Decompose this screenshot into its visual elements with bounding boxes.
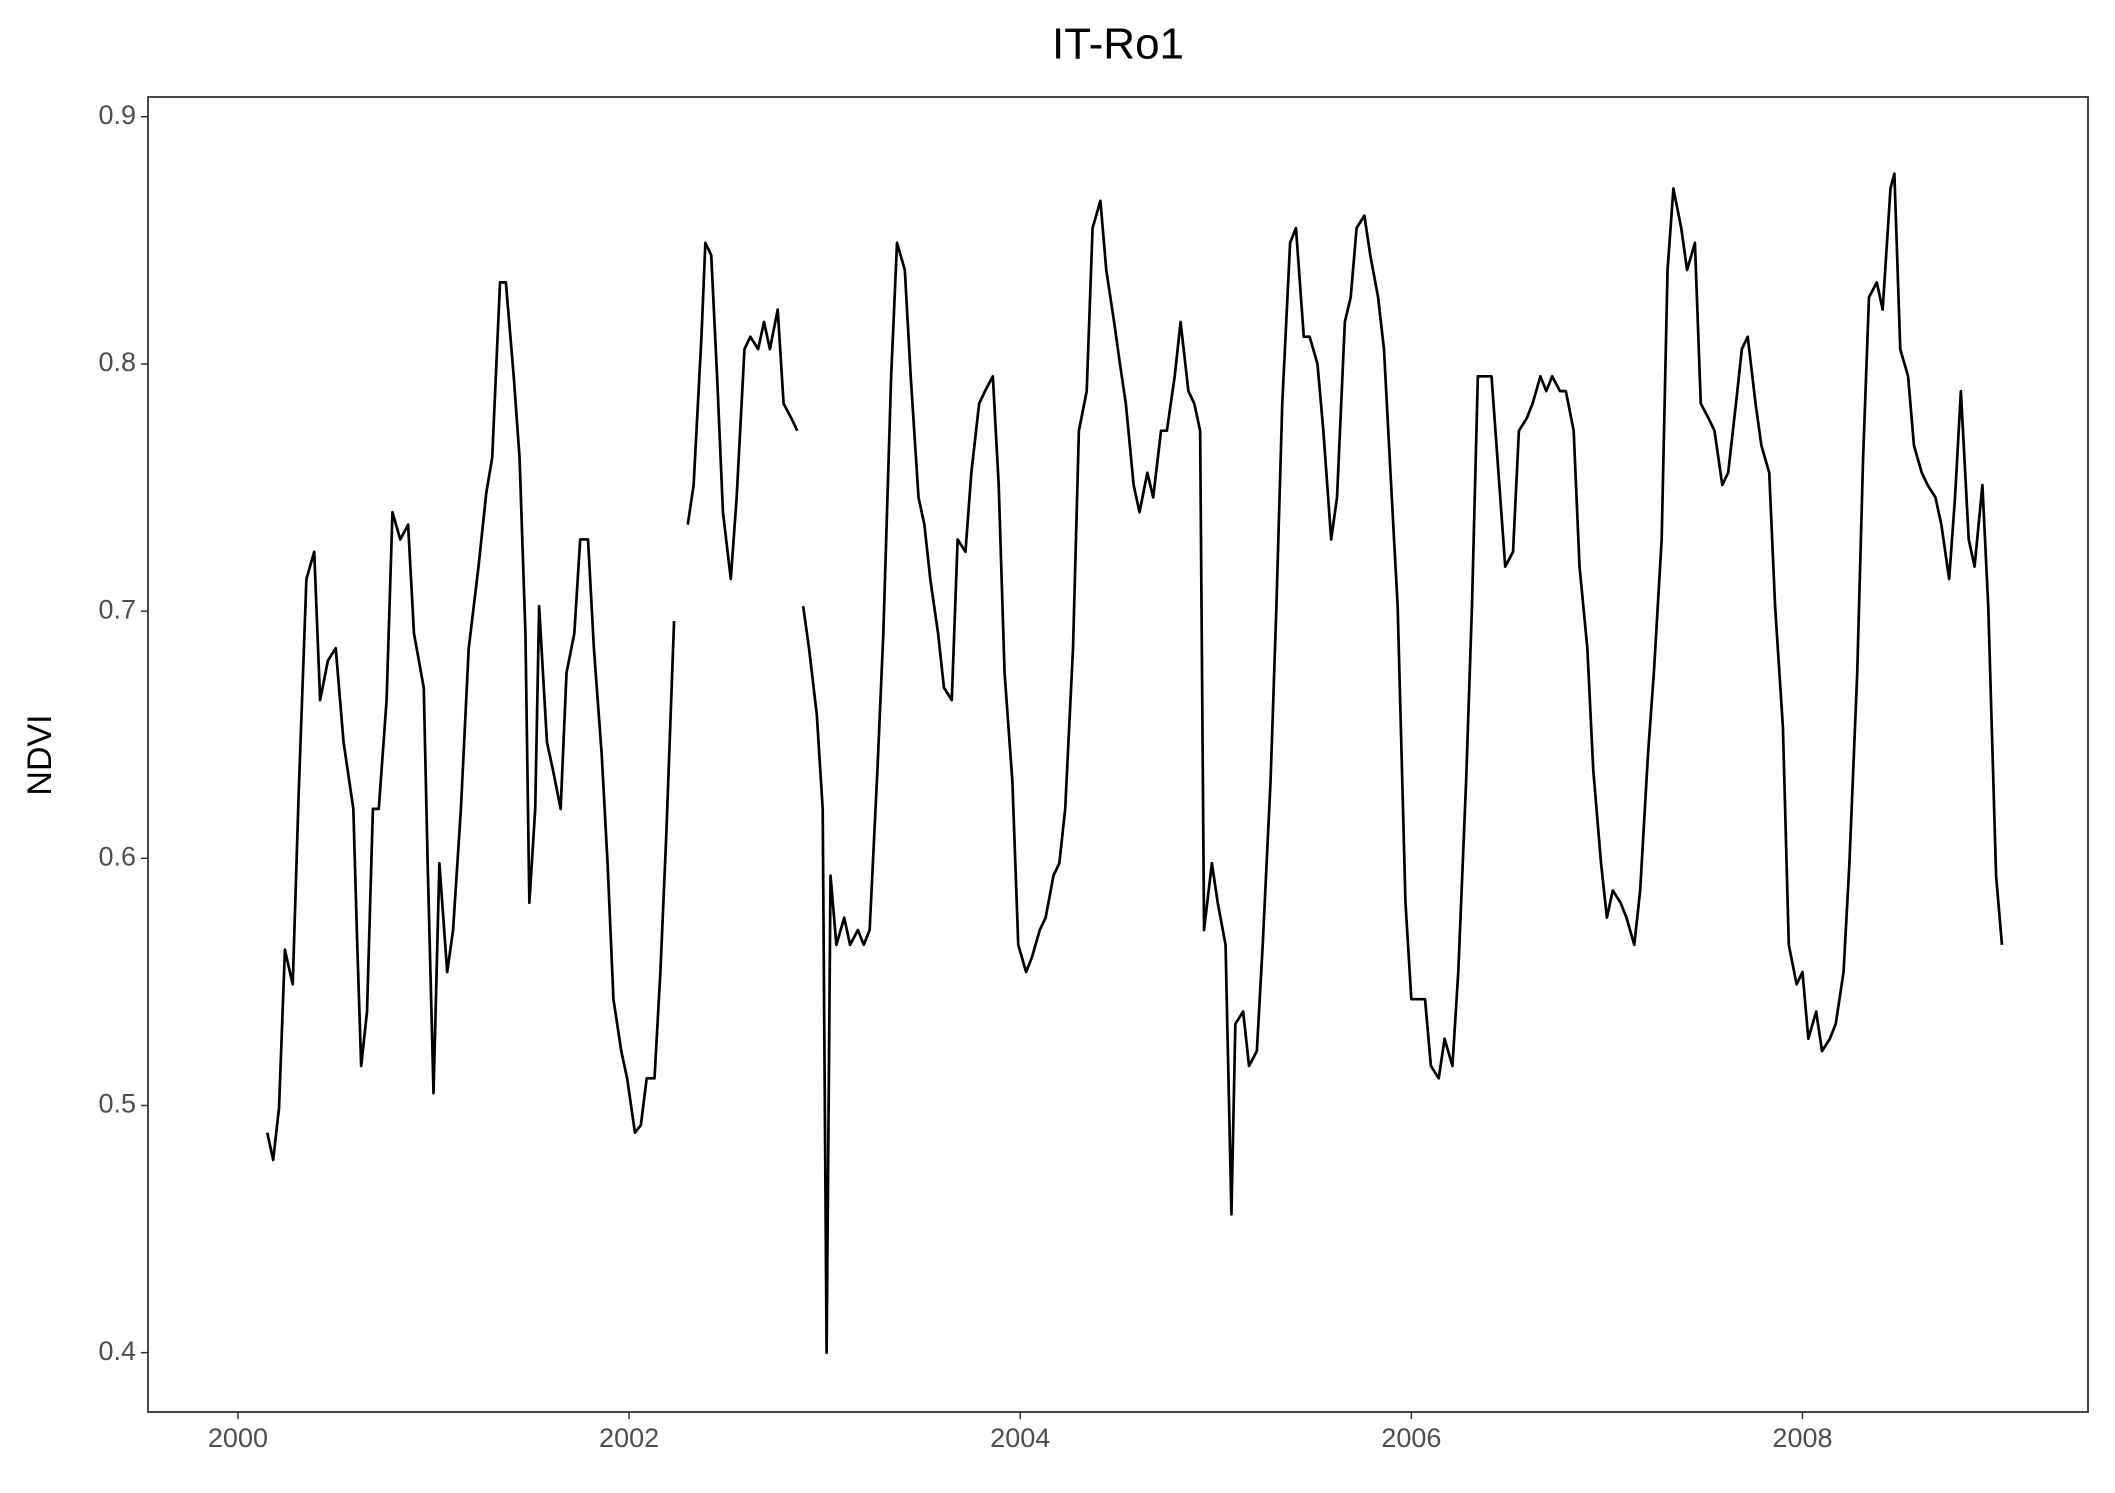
y-tick-label: 0.4: [98, 1336, 136, 1366]
x-tick-label: 2002: [599, 1423, 659, 1453]
y-tick-label: 0.7: [98, 594, 136, 624]
y-tick-label: 0.9: [98, 100, 136, 130]
plot-frame: [147, 96, 2089, 1413]
x-tick-label: 2004: [990, 1423, 1050, 1453]
y-tick-label: 0.6: [98, 841, 136, 871]
x-tick-label: 2006: [1381, 1423, 1441, 1453]
y-tick-label: 0.5: [98, 1089, 136, 1119]
x-tick-label: 2008: [1772, 1423, 1832, 1453]
y-tick-label: 0.8: [98, 347, 136, 377]
data-line: [265, 172, 2004, 1355]
x-tick-label: 2000: [208, 1423, 268, 1453]
chart-title: IT-Ro1: [1052, 20, 1184, 69]
y-axis-label: NDVI: [21, 714, 59, 795]
